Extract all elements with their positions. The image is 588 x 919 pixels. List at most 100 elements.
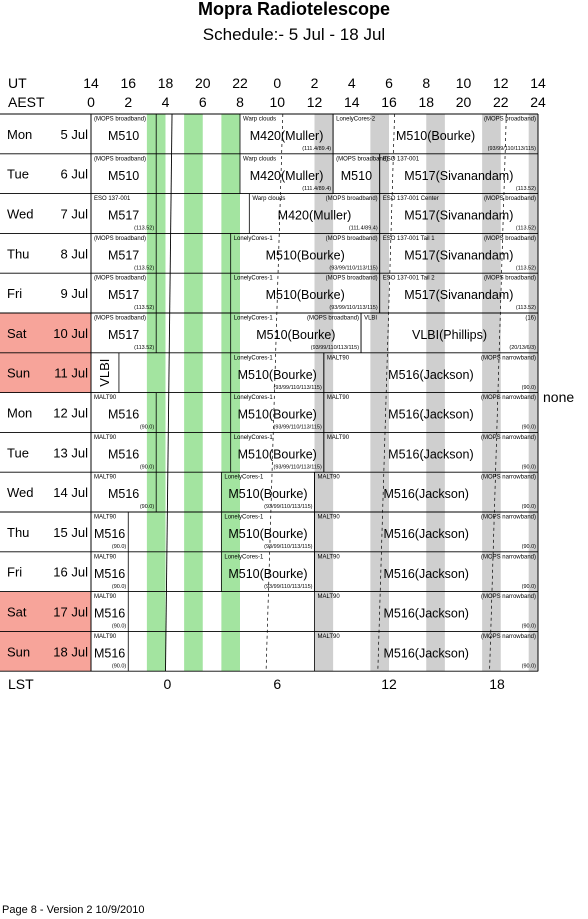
block-code: (90.0): [112, 544, 127, 550]
block-tag-secondary: (MOPS broadband): [326, 276, 378, 282]
ut-tick-label: 14: [83, 75, 99, 91]
block-code: (90.0): [522, 464, 537, 470]
block-tag-secondary: (MOPS broadband): [326, 196, 378, 202]
block-name: M516: [94, 567, 125, 581]
block-tag: VLBI: [364, 316, 377, 322]
block-code: (90.0): [140, 464, 155, 470]
day-date: 10 Jul: [53, 326, 88, 341]
page-title: Mopra Radiotelescope: [197, 0, 391, 19]
block-tag: MALT90: [318, 515, 341, 521]
day-date: 11 Jul: [54, 366, 88, 381]
day-of-week: Mon: [7, 127, 32, 142]
block-name: M516: [108, 487, 139, 501]
block-name: M516: [108, 408, 139, 422]
lst-guide-line: [265, 113, 284, 672]
schedule-grid: (MOPS broadband) M510 Warp clouds M420(Mull…: [0, 113, 539, 672]
block-name: M420(Muller): [250, 169, 324, 183]
day-of-week: Sat: [7, 326, 27, 341]
block-tag-secondary: (MOPS narrowband): [481, 634, 536, 640]
block-tag: MALT90: [94, 634, 117, 640]
block-tag: (MOPS broadband): [94, 236, 146, 242]
block-code: (90.0): [522, 425, 537, 431]
block-code: (93/99/110/113/115): [311, 345, 359, 351]
block-tag: ESO 137-001 Tail 1: [383, 236, 436, 242]
day-date: 15 Jul: [53, 525, 88, 540]
block-code: (93/99/110/113/115): [264, 504, 312, 510]
page-footer: Page 8 - Version 2 10/9/2010: [2, 904, 145, 916]
weekend-highlight: [0, 591, 91, 632]
block-name: M516(Jackson): [384, 487, 469, 501]
day-of-week: Thu: [7, 246, 29, 261]
block-code: (113.52): [134, 345, 154, 351]
block-name: M516(Jackson): [384, 527, 469, 541]
block-tag: (MOPS broadband): [336, 156, 388, 162]
day-date: 5 Jul: [61, 127, 89, 142]
block-name: M516: [94, 646, 125, 660]
block-tag: LonelyCores-1: [234, 276, 274, 282]
ut-tick-label: 14: [530, 75, 546, 91]
block-tag: Warp clouds: [252, 196, 285, 202]
block-tag-secondary: (16): [525, 316, 536, 322]
lst-tick-label: 12: [381, 676, 397, 692]
block-tag-secondary: (MOPS broadband): [326, 236, 378, 242]
aest-axis-label: AEST: [8, 94, 45, 110]
block-tag: (MOPS broadband): [94, 316, 146, 322]
block-name: M510: [108, 169, 139, 183]
block-code: (113.52): [516, 305, 536, 311]
block-code: (90.0): [522, 624, 537, 630]
block-code: (90.0): [522, 504, 537, 510]
block-code: (113.52): [134, 226, 154, 232]
block-tag: ESO 137-001 Tail 2: [383, 276, 436, 282]
block-tag: MALT90: [94, 475, 117, 481]
block-tag-secondary: (MOPS broadband): [484, 196, 536, 202]
page-subtitle: Schedule:- 5 Jul - 18 Jul: [202, 25, 386, 44]
ut-tick-label: 0: [273, 75, 282, 91]
ut-tick-label: 16: [120, 75, 137, 91]
lst-axis-label: LST: [8, 676, 34, 692]
lst-guide-line: [377, 113, 395, 672]
aest-tick-label: 10: [269, 94, 286, 110]
block-tag: LonelyCores-2: [336, 117, 376, 123]
lst-guide-line: [489, 113, 507, 672]
block-code: (90.0): [522, 385, 537, 391]
block-name: VLBI(Phillips): [412, 328, 487, 342]
block-name: M510(Bourke): [256, 328, 335, 342]
block-code: (93/99/110/113/115): [264, 584, 312, 590]
block-tag-secondary: (MOPS broadband): [484, 276, 536, 282]
block-tag: MALT90: [94, 515, 117, 521]
ut-tick-label: 20: [194, 75, 211, 91]
block-name: M510(Bourke): [238, 368, 317, 382]
block-code: (93/99/110/113/115): [329, 305, 377, 311]
block-tag-secondary: (MOPS narrowband): [481, 435, 536, 441]
block-name: M517: [108, 209, 139, 223]
block-name: M516(Jackson): [388, 368, 473, 382]
day-of-week: Sun: [7, 366, 30, 381]
block-tag: Warp clouds: [243, 117, 276, 123]
block-name: M510(Bourke): [228, 527, 307, 541]
block-code: (113.52): [516, 265, 536, 271]
ut-tick-label: 6: [385, 75, 393, 91]
aest-tick-label: 14: [343, 94, 360, 110]
block-tag-secondary: (MOPS narrowband): [481, 594, 536, 600]
day-date: 13 Jul: [53, 445, 88, 460]
aest-tick-label: 22: [492, 94, 509, 110]
day-of-week: Tue: [7, 445, 29, 460]
block-tag: Warp clouds: [243, 156, 276, 162]
aest-tick-label: 2: [124, 94, 133, 110]
day-date: 12 Jul: [53, 406, 88, 421]
block-code: (90.0): [112, 624, 127, 630]
aest-tick-label: 18: [418, 94, 435, 110]
block-code: (93/99/110/113/115): [488, 146, 536, 152]
day-of-week: Sat: [7, 605, 27, 620]
block-name: M516: [94, 527, 125, 541]
ut-tick-label: 8: [422, 75, 431, 91]
block-tag: LonelyCores-1: [234, 316, 274, 322]
block-name: M516(Jackson): [388, 447, 473, 461]
block-tag-secondary: (MOPS broadband): [484, 236, 536, 242]
day-of-week: Fri: [7, 286, 22, 301]
block-name: M516(Jackson): [388, 408, 473, 422]
block-tag: MALT90: [94, 554, 117, 560]
day-of-week: Wed: [7, 485, 34, 500]
aest-tick-label: 4: [161, 94, 170, 110]
block-code: (90.0): [522, 663, 537, 669]
